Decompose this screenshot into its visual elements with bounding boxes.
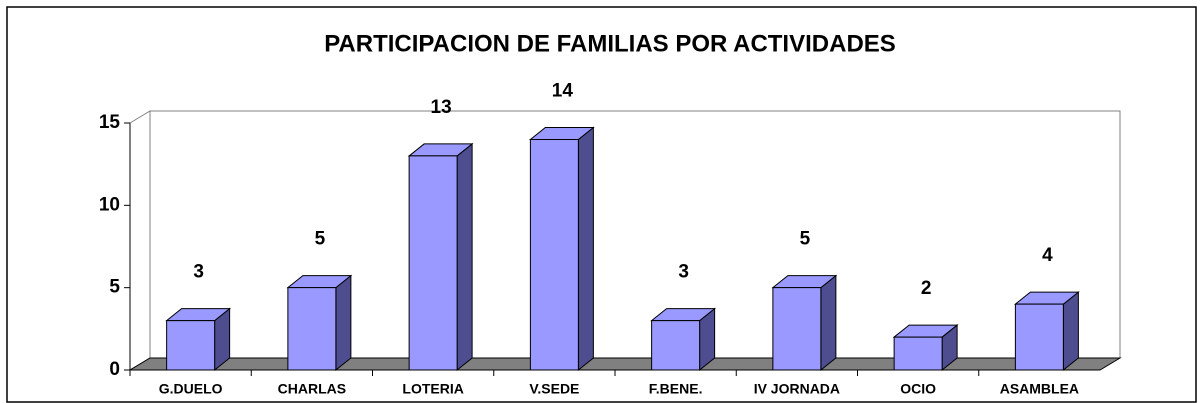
bar-front — [287, 287, 337, 371]
bar-front — [1014, 303, 1064, 371]
bar-side — [335, 274, 352, 372]
bar — [1013, 291, 1080, 372]
bar — [286, 274, 353, 372]
x-tick-label: OCIO — [900, 381, 936, 397]
value-label: 3 — [193, 262, 204, 283]
y-tick-label: 0 — [109, 359, 120, 380]
bar — [528, 126, 595, 372]
value-label: 2 — [921, 278, 932, 299]
floor — [128, 357, 1122, 371]
bar — [771, 274, 838, 372]
chart-title: PARTICIPACION DE FAMILIAS POR ACTIVIDADE… — [324, 30, 896, 57]
bar — [165, 307, 232, 372]
side-wall — [129, 110, 151, 371]
bar — [650, 307, 717, 372]
y-tick-label: 10 — [99, 194, 120, 215]
y-tick-label: 15 — [99, 112, 121, 133]
bar-front — [529, 138, 579, 371]
x-tick-label: V.SEDE — [529, 381, 579, 397]
x-tick-label: IV JORNADA — [754, 381, 840, 397]
bar-front — [772, 287, 822, 371]
value-label: 4 — [1042, 245, 1053, 266]
y-tick-label: 5 — [109, 277, 120, 298]
value-label: 5 — [315, 229, 326, 250]
value-label: 5 — [800, 229, 811, 250]
bar-front — [893, 336, 943, 371]
bar-side — [820, 274, 837, 372]
x-tick-label: G.DUELO — [159, 381, 223, 397]
bar-side — [1062, 291, 1079, 372]
bar-front — [166, 320, 216, 371]
bar — [407, 142, 474, 372]
bar-side — [456, 142, 473, 372]
bar-front — [408, 155, 458, 371]
x-tick-label: CHARLAS — [278, 381, 346, 397]
value-label: 3 — [678, 262, 689, 283]
bar — [892, 324, 959, 372]
x-tick-label: LOTERIA — [402, 381, 463, 397]
bar-side — [577, 126, 594, 372]
value-label: 13 — [431, 97, 452, 118]
x-tick-label: F.BENE. — [649, 381, 703, 397]
bar-front — [651, 320, 701, 371]
value-label: 14 — [552, 80, 574, 101]
x-tick-label: ASAMBLEA — [1000, 381, 1079, 397]
